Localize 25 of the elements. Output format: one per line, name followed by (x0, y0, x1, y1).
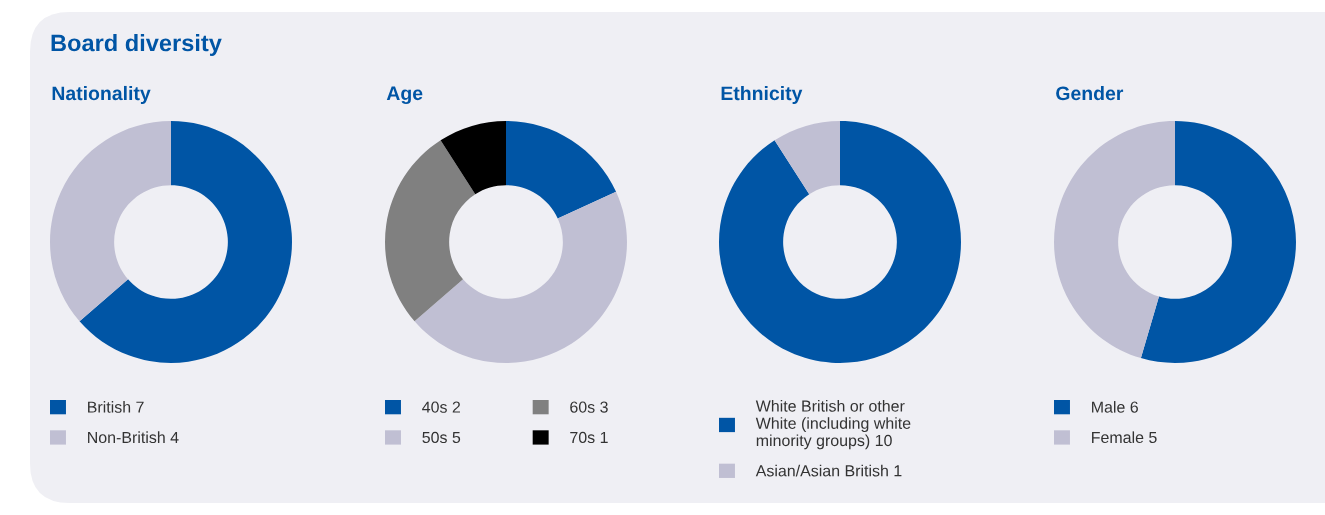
donut-slice (719, 121, 961, 363)
legend-label: British 7 (88, 401, 144, 413)
legend-label: 50s 5 (422, 431, 461, 444)
chart-title: Gender (1056, 85, 1124, 101)
legend-label: Non-British 4 (88, 431, 179, 444)
donut-slice (440, 121, 506, 195)
donut-slice (79, 121, 292, 363)
donut-slice (414, 191, 627, 363)
donut-slice (506, 121, 617, 219)
legend-label: Female 5 (1092, 431, 1157, 444)
donut-slice (385, 140, 476, 322)
donut-slice (1054, 121, 1175, 359)
legend-label: 70s 1 (570, 431, 608, 444)
legend-label: Male 6 (1092, 401, 1138, 413)
chart-title: Ethnicity (721, 85, 803, 105)
legend-label: 40s 2 (422, 401, 461, 413)
chart-title: Age (386, 86, 423, 105)
text: Board diversity (51, 34, 222, 56)
legend-label: Asian/Asian British 1 (755, 464, 902, 477)
donut-slice (774, 121, 840, 195)
donut-slice (1140, 121, 1296, 363)
donut-slice (50, 121, 171, 322)
chart-title: Nationality (52, 85, 151, 105)
legend-label: 60s 3 (570, 401, 608, 413)
legend-label: White British or other White (including white minority groups) 10 (755, 400, 911, 450)
